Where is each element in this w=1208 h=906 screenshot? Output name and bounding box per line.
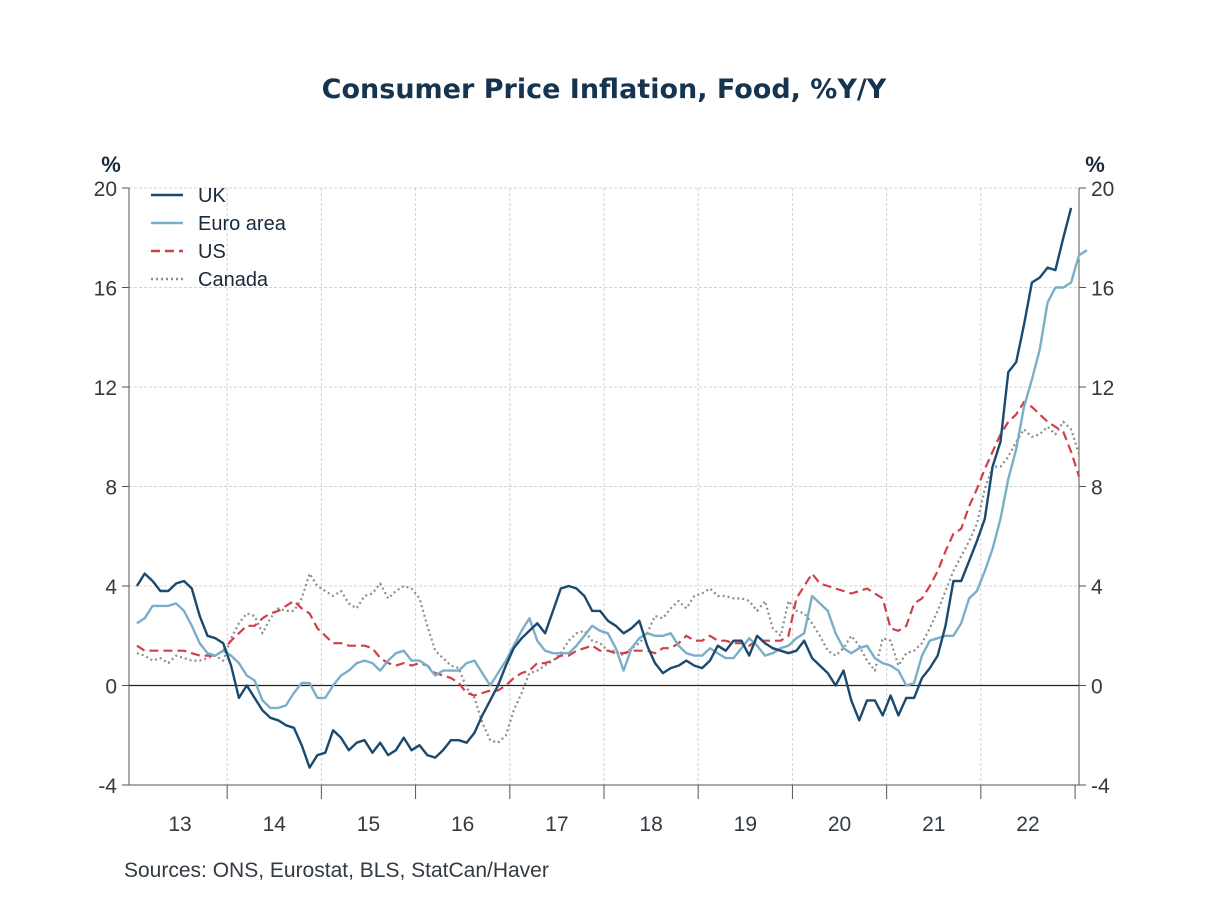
series-lines — [135, 207, 1088, 769]
y-tick-label-left: 8 — [105, 477, 117, 500]
y-tick-label-left: -4 — [98, 775, 117, 798]
series-line-euro-area — [136, 249, 1088, 710]
x-tick-label: 13 — [168, 813, 191, 836]
legend-label: Canada — [198, 269, 269, 291]
series-line-canada — [136, 420, 1081, 744]
x-tick-label: 17 — [545, 813, 568, 836]
y-tick-label-right: 20 — [1091, 178, 1114, 201]
x-tick-label: 19 — [734, 813, 757, 836]
legend: UK Euro area US Canada — [151, 185, 287, 291]
y-tick-label-right: 8 — [1091, 477, 1103, 500]
x-tick-label: 14 — [263, 813, 287, 836]
y-tick-label-right: 4 — [1091, 576, 1103, 599]
y-tick-label-left: 12 — [94, 377, 117, 400]
grid — [129, 187, 1079, 786]
y-tick-label-left: 0 — [105, 676, 117, 699]
legend-label: US — [198, 241, 226, 263]
series-line-uk — [135, 207, 1073, 769]
legend-label: Euro area — [198, 213, 287, 235]
y-tick-label-right: -4 — [1091, 775, 1110, 798]
y-tick-label-right: 12 — [1091, 377, 1114, 400]
right-axis-unit: % — [1085, 152, 1105, 177]
series-line-us — [136, 400, 1081, 697]
left-axis-unit: % — [101, 152, 121, 177]
legend-label: UK — [198, 185, 226, 207]
x-tick-label: 15 — [357, 813, 380, 836]
axes — [122, 187, 1086, 799]
x-tick-label: 22 — [1016, 813, 1039, 836]
y-ticks-right: -4 0 4 8 12 16 20 — [1091, 178, 1114, 798]
x-tick-label: 18 — [639, 813, 662, 836]
y-tick-label-left: 16 — [94, 278, 117, 301]
y-tick-label-right: 16 — [1091, 278, 1114, 301]
y-tick-label-left: 20 — [94, 178, 117, 201]
x-tick-label: 21 — [922, 813, 945, 836]
x-tick-label: 16 — [451, 813, 474, 836]
chart-title: Consumer Price Inflation, Food, %Y/Y — [322, 74, 887, 105]
y-tick-label-right: 0 — [1091, 676, 1103, 699]
x-ticks: 13 14 15 16 17 18 19 20 21 22 — [168, 813, 1039, 836]
x-tick-label: 20 — [828, 813, 851, 836]
y-tick-label-left: 4 — [105, 576, 117, 599]
source-note: Sources: ONS, Eurostat, BLS, StatCan/Hav… — [124, 859, 549, 882]
y-ticks-left: -4 0 4 8 12 16 20 — [94, 178, 118, 798]
